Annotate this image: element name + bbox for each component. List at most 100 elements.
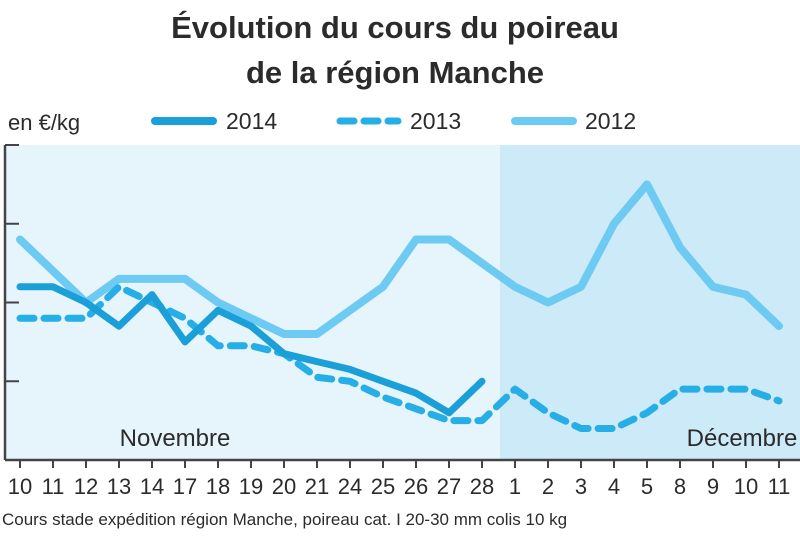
point-2013-16: [547, 412, 549, 414]
point-2014-8: [283, 353, 285, 355]
legend: 2014 2013 2012: [151, 108, 636, 134]
x-tick-label-17: 3: [575, 474, 587, 499]
point-2013-3: [118, 286, 120, 288]
point-2013-5: [184, 317, 186, 319]
axes: [3, 145, 800, 468]
point-2014-9: [316, 361, 318, 363]
point-2012-13: [448, 239, 450, 241]
point-2013-2: [85, 317, 87, 319]
point-2012-3: [118, 278, 120, 280]
series-line-2012: [16, 180, 783, 338]
point-2014-13: [448, 412, 450, 414]
point-2013-12: [415, 408, 417, 410]
point-2012-23: [778, 325, 780, 327]
x-tick-labels: 10 11 12 13 14 17 18 19 20 21 24 25 26 27 28 1 2 3 4 5 8 9 10 1…: [8, 474, 791, 499]
point-2012-5: [184, 278, 186, 280]
point-2014-12: [415, 392, 417, 394]
chart-title-line-2: de la région Manche: [246, 55, 544, 90]
point-2014-3: [118, 325, 120, 327]
point-2012-18: [613, 223, 615, 225]
month-label-0: Novembre: [120, 425, 231, 452]
grid: [5, 144, 19, 383]
x-tick-label-0: 10: [8, 474, 32, 499]
x-tick-label-11: 25: [371, 474, 395, 499]
x-tick-label-5: 17: [173, 474, 197, 499]
point-2012-16: [547, 302, 549, 304]
x-tick-label-23: 11: [768, 474, 791, 499]
point-2013-17: [580, 428, 582, 430]
series-layer: [16, 180, 783, 432]
point-2012-12: [415, 239, 417, 241]
x-tick-label-4: 14: [140, 474, 164, 499]
x-tick-label-6: 18: [206, 474, 230, 499]
month-labels: Novembre Décembre: [120, 425, 798, 452]
point-2013-21: [712, 388, 714, 390]
x-tick-label-20: 8: [674, 474, 686, 499]
x-tick-label-18: 4: [608, 474, 620, 499]
x-tick-label-10: 24: [338, 474, 362, 499]
x-tick-label-16: 2: [542, 474, 554, 499]
x-tick-label-8: 20: [272, 474, 296, 499]
point-2013-22: [745, 388, 747, 390]
point-2012-15: [514, 286, 516, 288]
point-2014-0: [19, 286, 21, 288]
x-tick-label-22: 10: [734, 474, 758, 499]
x-tick-label-7: 19: [239, 474, 263, 499]
point-2012-11: [382, 286, 384, 288]
x-tick-label-21: 9: [707, 474, 719, 499]
legend-label-2014: 2014: [226, 108, 277, 134]
point-2013-20: [679, 388, 681, 390]
point-2012-19: [646, 183, 648, 185]
point-2013-0: [19, 317, 21, 319]
point-2014-2: [85, 302, 87, 304]
point-2012-21: [712, 286, 714, 288]
point-2014-5: [184, 341, 186, 343]
point-2012-7: [250, 317, 252, 319]
point-2013-10: [349, 380, 351, 382]
point-2012-10: [349, 309, 351, 311]
point-2012-6: [217, 302, 219, 304]
month-label-1: Décembre: [687, 425, 798, 452]
point-2013-14: [481, 420, 483, 422]
point-2013-7: [250, 345, 252, 347]
source-note: Cours stade expédition région Manche, po…: [2, 510, 567, 529]
point-2013-18: [613, 428, 615, 430]
point-2012-17: [580, 286, 582, 288]
point-2012-9: [316, 333, 318, 335]
point-2013-6: [217, 345, 219, 347]
point-2014-10: [349, 368, 351, 370]
point-2014-11: [382, 380, 384, 382]
y-axis-unit-label: en €/kg: [8, 110, 80, 135]
x-tick-label-12: 26: [404, 474, 428, 499]
x-tick-label-1: 11: [42, 474, 65, 499]
point-2013-19: [646, 412, 648, 414]
point-2014-14: [481, 380, 483, 382]
x-tick-label-15: 1: [509, 474, 521, 499]
point-2012-8: [283, 333, 285, 335]
point-2012-14: [481, 262, 483, 264]
x-tick-label-2: 12: [74, 474, 98, 499]
point-2013-4: [151, 302, 153, 304]
point-2012-0: [19, 239, 21, 241]
x-tick-label-9: 21: [305, 474, 329, 499]
point-2014-7: [250, 325, 252, 327]
point-2014-6: [217, 309, 219, 311]
series-line-2014: [16, 283, 486, 417]
x-tick-label-3: 13: [107, 474, 131, 499]
point-2013-11: [382, 396, 384, 398]
point-2014-4: [151, 294, 153, 296]
x-tick-label-19: 5: [641, 474, 653, 499]
point-2013-13: [448, 420, 450, 422]
x-tick-label-13: 27: [437, 474, 461, 499]
chart-title-line-1: Évolution du cours du poireau: [171, 10, 619, 45]
point-2013-23: [778, 400, 780, 402]
point-2012-22: [745, 294, 747, 296]
point-2013-1: [52, 317, 54, 319]
legend-label-2012: 2012: [585, 108, 636, 134]
point-2012-20: [679, 246, 681, 248]
point-2013-9: [316, 376, 318, 378]
point-2012-4: [151, 278, 153, 280]
point-2013-15: [514, 388, 516, 390]
